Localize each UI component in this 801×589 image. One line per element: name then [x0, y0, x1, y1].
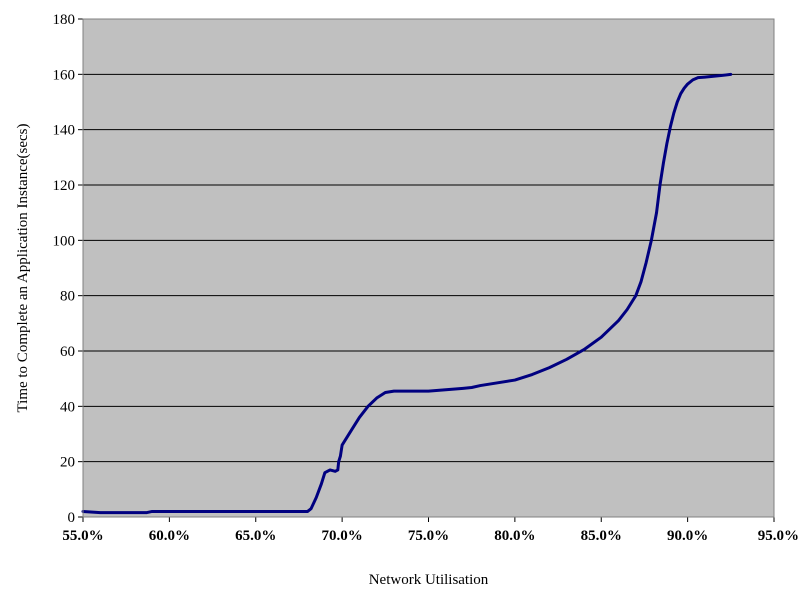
series-line	[81, 72, 733, 515]
x-axis: 55.0% 60.0% 65.0% 70.0% 75.0% 80.0% 85.0% 90.0%…	[62, 516, 799, 544]
y-axis: 0 20 40 60 80 100 120 140 160 180	[53, 12, 84, 526]
x-tick-label: 90.0%	[667, 528, 708, 544]
x-tick-label: 95.0%	[758, 528, 799, 544]
y-tick-label: 0	[68, 510, 76, 526]
y-tick-label: 100	[53, 233, 76, 249]
x-tick-label: 85.0%	[581, 528, 622, 544]
x-tick-label: 55.0%	[62, 528, 103, 544]
y-tick-label: 120	[53, 178, 76, 194]
y-tick-label: 160	[53, 67, 76, 83]
plot-area	[83, 19, 774, 517]
x-tick-label: 70.0%	[322, 528, 363, 544]
x-tick-label: 65.0%	[235, 528, 276, 544]
y-tick-label: 20	[60, 455, 75, 471]
y-tick-label: 80	[60, 289, 75, 305]
gridlines	[83, 73, 774, 463]
plot-border	[82, 18, 775, 518]
y-tick-label: 140	[53, 123, 76, 139]
x-tick-label: 60.0%	[149, 528, 190, 544]
y-tick-label: 180	[53, 12, 76, 28]
x-tick-label: 75.0%	[408, 528, 449, 544]
x-axis-title: Network Utilisation	[369, 572, 489, 588]
y-tick-label: 40	[60, 399, 75, 415]
x-tick-label: 80.0%	[494, 528, 535, 544]
y-tick-label: 60	[60, 344, 75, 360]
y-axis-title: Time to Complete an Application Instance…	[15, 124, 31, 413]
